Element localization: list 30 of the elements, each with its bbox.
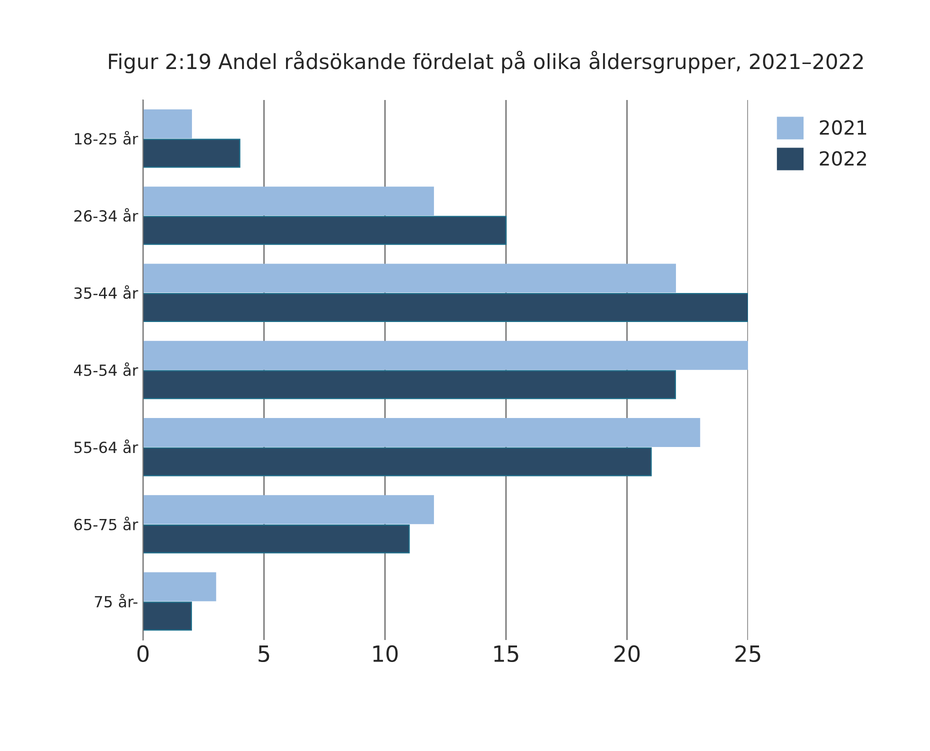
bar	[143, 138, 240, 168]
bar	[143, 524, 410, 554]
bar	[143, 370, 676, 400]
bar	[143, 495, 434, 524]
y-tick-label: 55-64 år	[74, 440, 138, 454]
chart-title: Figur 2:19 Andel rådsökande fördelat på olika åldersgrupper, 2021–2022	[108, 50, 863, 74]
y-tick-label: 65-75 år	[74, 516, 138, 530]
x-tick-label: 10	[373, 645, 398, 662]
bar	[143, 109, 192, 138]
y-tick-label: 26-34 år	[74, 208, 138, 222]
bar	[143, 293, 748, 322]
x-tick-label: 0	[137, 645, 149, 662]
x-tick-label: 20	[614, 645, 640, 662]
bar	[143, 447, 652, 476]
bar	[143, 602, 192, 631]
legend-label: 2021	[820, 120, 866, 135]
bar	[143, 216, 507, 245]
bar	[143, 340, 748, 370]
x-tick-label: 15	[494, 646, 518, 662]
x-tick-label: 5	[258, 646, 270, 662]
bar	[143, 264, 676, 293]
bar	[143, 418, 700, 447]
y-tick-label: 35-44 år	[74, 285, 138, 299]
y-tick-label: 75 år-	[94, 594, 138, 608]
y-tick-label: 18-25 år	[74, 130, 138, 145]
bar	[143, 572, 216, 602]
legend-label: 2022	[820, 151, 866, 166]
bar	[143, 186, 434, 216]
x-tick-label: 25	[735, 645, 760, 662]
y-tick-label: 45-54 år	[74, 362, 138, 376]
